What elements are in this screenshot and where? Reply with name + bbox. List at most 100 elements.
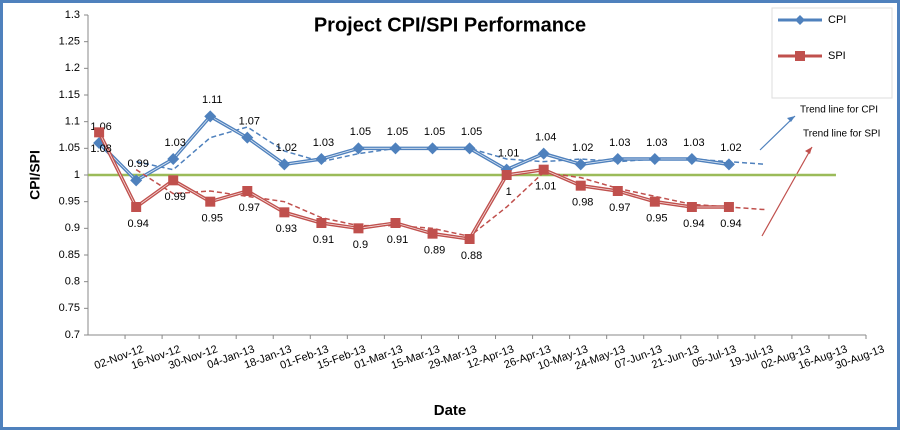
x-axis-label: Date <box>434 402 467 419</box>
legend-label: CPI <box>828 14 846 26</box>
y-tick-label: 1 <box>74 169 80 181</box>
point <box>390 218 401 228</box>
point <box>389 142 402 155</box>
data-label: 0.89 <box>424 245 445 257</box>
point <box>501 170 512 180</box>
data-label: 1.03 <box>609 137 630 149</box>
arrow-head <box>805 147 812 154</box>
y-tick-label: 1.3 <box>65 9 80 21</box>
point <box>538 164 549 175</box>
data-label: 1.07 <box>239 116 260 128</box>
point <box>315 153 328 165</box>
data-label: 0.91 <box>313 234 334 246</box>
series-line-highlight <box>98 132 729 240</box>
data-label: 1.04 <box>535 132 556 144</box>
point <box>205 196 216 207</box>
y-tick-label: 0.7 <box>65 329 80 341</box>
data-label: 0.88 <box>461 250 482 262</box>
point <box>611 153 624 165</box>
point <box>168 175 179 186</box>
trend-line <box>135 169 767 238</box>
point <box>575 180 586 191</box>
y-tick-label: 1.25 <box>59 36 80 48</box>
data-label: 0.9 <box>353 239 368 251</box>
point <box>316 218 327 228</box>
y-tick-label: 1.05 <box>59 142 80 154</box>
point <box>204 110 217 123</box>
data-label: 1.02 <box>720 142 741 154</box>
point <box>278 158 291 171</box>
data-label: 0.95 <box>646 213 667 225</box>
point <box>686 202 697 212</box>
data-label: 1.01 <box>535 181 556 193</box>
y-tick-label: 0.95 <box>59 196 80 208</box>
trend-arrow <box>761 146 813 237</box>
trend-annotation: Trend line for SPI <box>803 129 880 140</box>
legend-marker <box>795 15 805 25</box>
point <box>94 127 105 138</box>
data-label: 1.05 <box>350 126 371 138</box>
series-line-highlight <box>98 115 729 181</box>
point <box>649 196 660 207</box>
point <box>464 234 475 244</box>
data-label: 1.02 <box>572 142 593 154</box>
data-label: 0.94 <box>720 218 741 230</box>
y-tick-label: 0.8 <box>65 276 80 288</box>
data-label: 1 <box>506 186 512 198</box>
point <box>130 174 143 187</box>
data-label: 1.05 <box>387 126 408 138</box>
data-label: 1.03 <box>164 137 185 149</box>
y-tick-label: 1.1 <box>65 116 80 128</box>
point <box>353 223 364 234</box>
point <box>279 207 290 218</box>
legend-box <box>771 7 893 99</box>
data-label: 0.97 <box>239 202 260 214</box>
data-label: 1.11 <box>202 94 223 106</box>
arrow-head <box>787 116 795 122</box>
point <box>463 142 476 155</box>
point <box>352 142 365 155</box>
point <box>648 153 661 165</box>
data-label: 0.94 <box>127 218 148 230</box>
data-label: 0.94 <box>683 218 704 230</box>
trend-arrow <box>759 115 796 151</box>
data-label: 1.05 <box>424 126 445 138</box>
point <box>723 202 734 212</box>
data-label: 0.95 <box>202 213 223 225</box>
point <box>427 228 438 239</box>
data-label: 1.03 <box>683 137 704 149</box>
point <box>242 186 253 196</box>
y-axis-label: CPI/SPI <box>27 150 43 200</box>
point <box>131 202 142 212</box>
data-label: 1.03 <box>313 137 334 149</box>
y-tick-label: 1.2 <box>65 62 80 74</box>
data-label: 1.05 <box>461 126 482 138</box>
point <box>612 186 623 196</box>
data-label: 0.98 <box>572 197 593 209</box>
y-tick-label: 1.15 <box>59 89 80 101</box>
data-label: 0.97 <box>609 202 630 214</box>
point <box>426 142 439 155</box>
point <box>574 158 587 171</box>
point <box>537 147 550 160</box>
legend-label: SPI <box>828 50 846 62</box>
data-label: 0.99 <box>164 191 185 203</box>
point <box>722 158 735 171</box>
data-label: 1.01 <box>498 148 519 160</box>
trend-annotation: Trend line for CPI <box>800 105 878 116</box>
data-label: 1.08 <box>90 143 111 155</box>
y-tick-label: 0.9 <box>65 222 80 234</box>
data-label: 0.99 <box>127 158 148 170</box>
y-tick-label: 0.75 <box>59 302 80 314</box>
data-label: 1.03 <box>646 137 667 149</box>
y-tick-label: 0.85 <box>59 249 80 261</box>
data-label: 1.02 <box>276 142 297 154</box>
chart-title: Project CPI/SPI Performance <box>314 14 586 36</box>
point <box>241 131 254 144</box>
point <box>167 153 180 165</box>
data-label: 0.91 <box>387 234 408 246</box>
legend-marker <box>795 51 805 61</box>
data-label: 0.93 <box>276 223 297 235</box>
